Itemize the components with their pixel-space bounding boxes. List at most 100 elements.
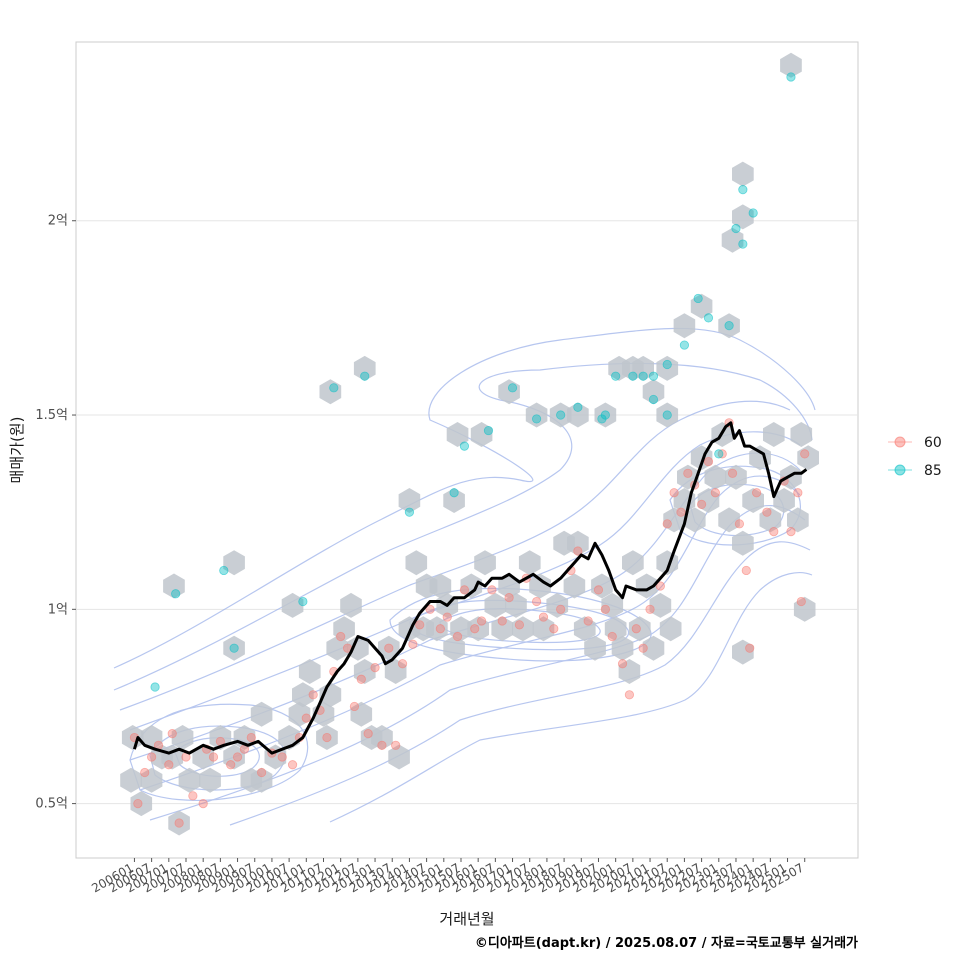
point-60: [549, 624, 559, 634]
point-60: [583, 616, 593, 626]
point-60: [786, 526, 796, 537]
point-60: [800, 449, 810, 459]
hex-bin: [780, 52, 802, 78]
hex-bin: [405, 550, 428, 576]
hex-bin: [505, 592, 527, 618]
hex-bin: [350, 701, 373, 727]
hex-bin: [450, 616, 472, 642]
point-60: [435, 624, 445, 634]
hex-bin: [333, 616, 355, 642]
point-85: [693, 293, 703, 304]
hex-bin: [732, 530, 754, 556]
plot-panel: [75, 41, 859, 859]
point-85: [611, 371, 621, 381]
hex-bin: [443, 488, 465, 513]
hex-bin: [429, 573, 452, 599]
hex-bin: [171, 725, 194, 750]
point-85: [298, 596, 308, 607]
hex-bin: [474, 550, 496, 576]
point-60: [556, 604, 566, 614]
point-60: [442, 612, 452, 622]
point-60: [676, 507, 686, 517]
hex-bin: [659, 616, 682, 642]
point-85: [703, 313, 714, 323]
point-85: [219, 565, 229, 576]
hex-bin: [484, 592, 507, 618]
hex-bin: [663, 507, 685, 533]
hex-bin: [656, 402, 679, 428]
point-60: [164, 760, 174, 770]
point-60: [301, 713, 311, 723]
hex-bin: [378, 635, 400, 661]
point-85: [662, 359, 672, 370]
hex-bin: [718, 313, 740, 339]
point-60: [487, 585, 497, 595]
point-85: [738, 239, 748, 249]
point-85: [229, 643, 239, 653]
point-60: [257, 767, 267, 778]
point-85: [714, 449, 724, 459]
contour-line: [139, 475, 801, 791]
point-60: [745, 643, 755, 653]
hex-bin: [491, 616, 514, 642]
point-60: [370, 662, 380, 673]
hex-bin: [398, 488, 421, 513]
point-60: [391, 740, 401, 750]
hex-bin: [591, 573, 613, 599]
hex-bin: [326, 635, 349, 661]
point-60: [322, 732, 332, 743]
point-85: [507, 383, 518, 393]
hex-bin: [168, 810, 190, 836]
point-60: [796, 596, 806, 607]
hex-bin: [742, 488, 764, 513]
y-axis-ticks: 0.5억 1억 1.5억 2억: [35, 214, 76, 812]
point-85: [648, 394, 659, 405]
point-60: [133, 798, 143, 809]
hex-bin: [618, 659, 641, 684]
point-60: [377, 740, 387, 750]
point-60: [617, 659, 628, 669]
hex-bin: [759, 507, 782, 533]
point-85: [628, 371, 638, 381]
point-85: [600, 410, 610, 420]
point-85: [573, 402, 583, 412]
hex-bin: [470, 422, 493, 447]
legend-label-85: 85: [924, 463, 942, 479]
hex-bin: [467, 616, 489, 642]
hex-bin: [529, 573, 551, 599]
point-60: [751, 488, 762, 498]
point-85: [150, 682, 160, 692]
hex-bin: [316, 725, 338, 750]
point-85: [738, 185, 748, 195]
contour-line: [229, 541, 811, 826]
point-85: [731, 223, 741, 234]
point-60: [669, 488, 679, 498]
point-85: [556, 410, 566, 420]
point-60: [727, 468, 738, 478]
hex-bin: [532, 616, 555, 642]
hex-bin: [635, 573, 658, 599]
hex-bin: [718, 507, 740, 533]
point-60: [504, 593, 514, 603]
trend-line: [132, 421, 808, 755]
point-60: [356, 674, 366, 684]
point-60: [308, 690, 318, 700]
point-85: [449, 488, 459, 498]
point-60: [232, 752, 243, 762]
point-85: [724, 321, 734, 331]
hex-bin: [780, 464, 802, 490]
point-60: [600, 604, 610, 614]
hex-bin: [353, 355, 376, 381]
hex-bin: [446, 422, 469, 447]
hex-bin: [192, 744, 214, 770]
point-85: [648, 371, 659, 381]
point-60: [607, 631, 617, 642]
hex-bin: [292, 682, 314, 708]
hex-bin: [460, 573, 483, 599]
point-60: [710, 488, 720, 498]
hex-bin: [140, 767, 163, 793]
point-60: [459, 585, 470, 595]
hex-bin: [790, 422, 813, 447]
hex-bin: [628, 616, 651, 642]
point-85: [404, 507, 415, 517]
